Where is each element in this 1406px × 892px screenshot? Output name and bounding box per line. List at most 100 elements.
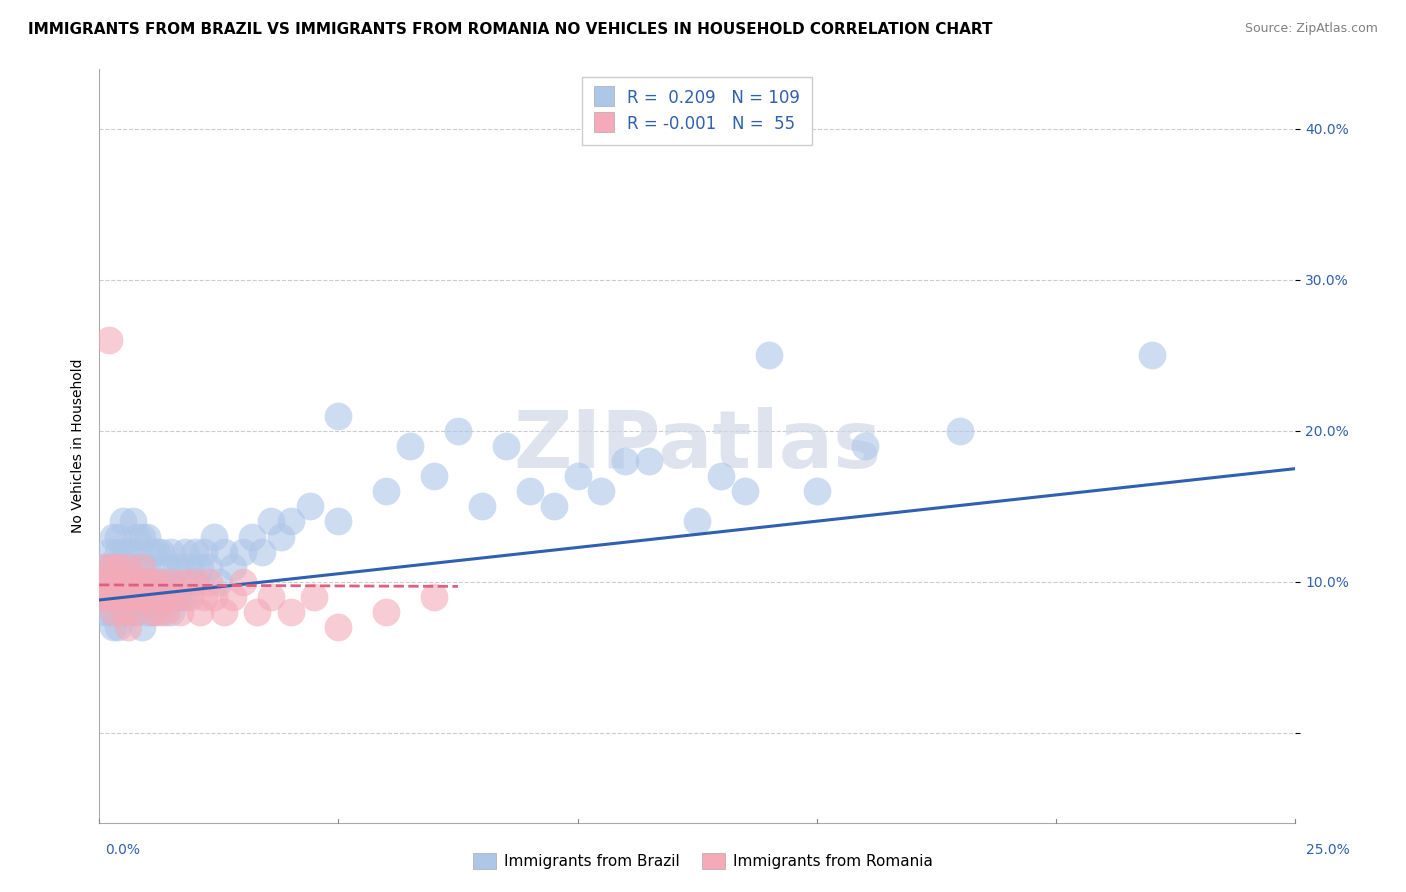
Point bbox=[232, 544, 254, 558]
Point bbox=[169, 605, 191, 619]
Point bbox=[117, 590, 139, 604]
Point bbox=[107, 544, 129, 558]
Point bbox=[212, 544, 235, 558]
Point bbox=[97, 590, 120, 604]
Point bbox=[103, 605, 125, 619]
Point bbox=[543, 500, 565, 514]
Point bbox=[184, 574, 207, 589]
Point bbox=[121, 515, 143, 529]
Point bbox=[93, 574, 115, 589]
Point bbox=[806, 484, 828, 499]
Point bbox=[117, 559, 139, 574]
Point bbox=[112, 605, 135, 619]
Point bbox=[107, 574, 129, 589]
Point bbox=[131, 620, 153, 634]
Point bbox=[107, 620, 129, 634]
Point bbox=[155, 605, 177, 619]
Point bbox=[97, 574, 120, 589]
Point bbox=[160, 574, 183, 589]
Point bbox=[155, 590, 177, 604]
Point bbox=[107, 530, 129, 544]
Point bbox=[145, 574, 167, 589]
Point bbox=[112, 515, 135, 529]
Point bbox=[184, 544, 207, 558]
Point bbox=[567, 469, 589, 483]
Point bbox=[399, 439, 422, 453]
Point bbox=[232, 574, 254, 589]
Point bbox=[614, 454, 637, 468]
Point bbox=[150, 605, 173, 619]
Point bbox=[112, 574, 135, 589]
Point bbox=[93, 574, 115, 589]
Point bbox=[136, 574, 159, 589]
Point bbox=[121, 574, 143, 589]
Point bbox=[93, 559, 115, 574]
Point bbox=[1140, 348, 1163, 362]
Point bbox=[93, 590, 115, 604]
Point bbox=[97, 574, 120, 589]
Point bbox=[174, 544, 197, 558]
Point bbox=[93, 559, 115, 574]
Point bbox=[145, 590, 167, 604]
Point bbox=[145, 544, 167, 558]
Point bbox=[165, 590, 187, 604]
Legend: R =  0.209   N = 109, R = -0.001   N =  55: R = 0.209 N = 109, R = -0.001 N = 55 bbox=[582, 77, 811, 145]
Point bbox=[280, 605, 302, 619]
Point bbox=[107, 590, 129, 604]
Point bbox=[136, 605, 159, 619]
Point bbox=[150, 544, 173, 558]
Point bbox=[495, 439, 517, 453]
Point bbox=[103, 574, 125, 589]
Point bbox=[165, 559, 187, 574]
Point bbox=[179, 590, 201, 604]
Point bbox=[328, 620, 350, 634]
Point bbox=[107, 605, 129, 619]
Point bbox=[141, 544, 163, 558]
Point bbox=[160, 544, 183, 558]
Point bbox=[127, 590, 149, 604]
Point bbox=[198, 559, 221, 574]
Point bbox=[145, 605, 167, 619]
Point bbox=[121, 605, 143, 619]
Point bbox=[246, 605, 269, 619]
Point bbox=[270, 530, 292, 544]
Point bbox=[145, 590, 167, 604]
Point bbox=[638, 454, 661, 468]
Point bbox=[117, 605, 139, 619]
Point bbox=[193, 544, 215, 558]
Point bbox=[127, 530, 149, 544]
Point bbox=[112, 544, 135, 558]
Text: IMMIGRANTS FROM BRAZIL VS IMMIGRANTS FROM ROMANIA NO VEHICLES IN HOUSEHOLD CORRE: IMMIGRANTS FROM BRAZIL VS IMMIGRANTS FRO… bbox=[28, 22, 993, 37]
Point bbox=[202, 530, 225, 544]
Point bbox=[471, 500, 494, 514]
Point bbox=[141, 605, 163, 619]
Point bbox=[423, 469, 446, 483]
Point bbox=[165, 590, 187, 604]
Point bbox=[155, 559, 177, 574]
Point bbox=[280, 515, 302, 529]
Point bbox=[117, 559, 139, 574]
Point bbox=[107, 559, 129, 574]
Point bbox=[758, 348, 780, 362]
Point bbox=[150, 574, 173, 589]
Point bbox=[136, 590, 159, 604]
Point bbox=[686, 515, 709, 529]
Point bbox=[160, 605, 183, 619]
Point bbox=[131, 559, 153, 574]
Point bbox=[328, 409, 350, 423]
Point bbox=[136, 530, 159, 544]
Point bbox=[121, 574, 143, 589]
Point bbox=[188, 559, 211, 574]
Point bbox=[131, 590, 153, 604]
Point bbox=[103, 590, 125, 604]
Point bbox=[127, 590, 149, 604]
Point bbox=[250, 544, 273, 558]
Point bbox=[155, 590, 177, 604]
Point bbox=[198, 574, 221, 589]
Point bbox=[141, 574, 163, 589]
Point bbox=[208, 574, 231, 589]
Point bbox=[112, 590, 135, 604]
Point bbox=[141, 574, 163, 589]
Point bbox=[103, 559, 125, 574]
Point bbox=[423, 590, 446, 604]
